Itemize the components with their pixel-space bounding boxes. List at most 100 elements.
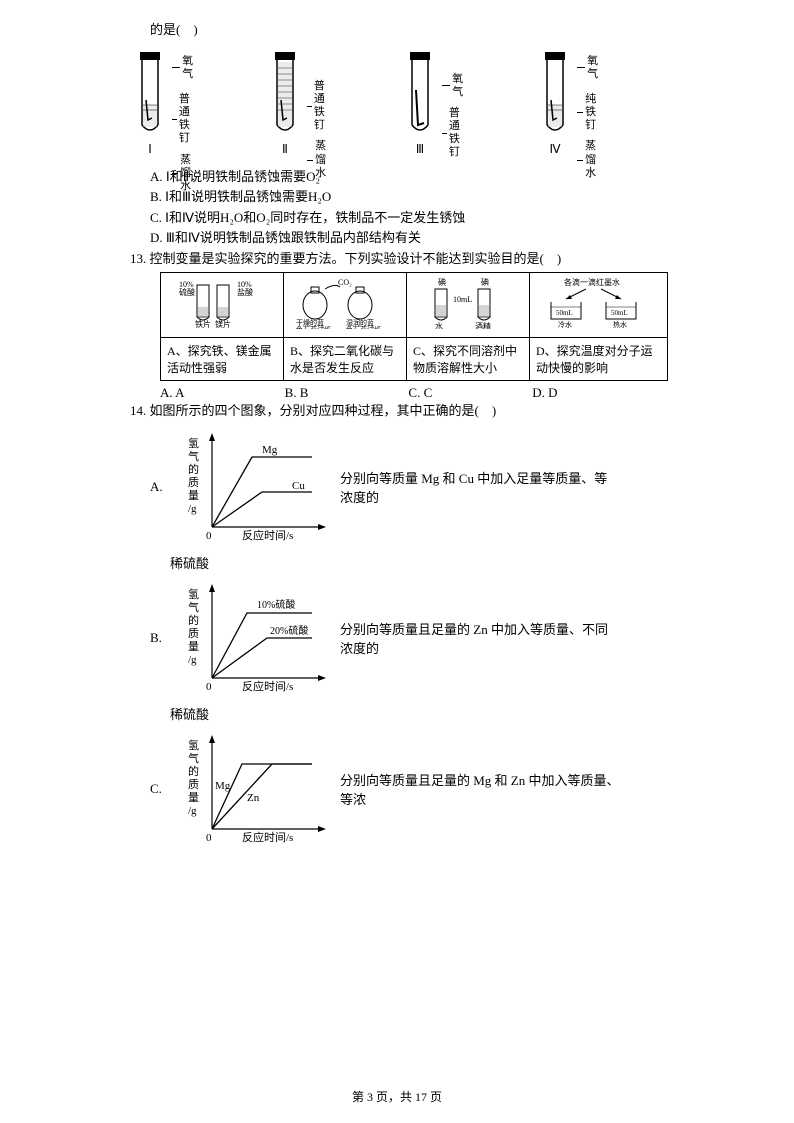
svg-text:量: 量 bbox=[188, 791, 199, 804]
svg-text:量: 量 bbox=[188, 640, 199, 653]
q14-b-svg: 氢气 的质 量/g 0 反应时间/s 10%硫酸 20%硫酸 bbox=[182, 578, 332, 698]
svg-text:/g: /g bbox=[188, 805, 197, 817]
svg-text:碘: 碘 bbox=[481, 277, 489, 287]
q12-options: A. Ⅰ和Ⅱ说明铁制品锈蚀需要O₂ B. Ⅰ和Ⅲ说明铁制品锈蚀需要H₂O C. … bbox=[150, 167, 694, 248]
svg-text:气: 气 bbox=[188, 600, 199, 614]
svg-text:冷水: 冷水 bbox=[558, 320, 572, 329]
svg-text:Mg: Mg bbox=[215, 780, 231, 792]
q13-line: 13. 控制变量是实验探究的重要方法。下列实验设计不能达到实验目的是( ) bbox=[130, 249, 694, 269]
svg-text:的: 的 bbox=[188, 764, 199, 778]
q13-cell-c-img: 碘 碘 10mL 水 酒精 bbox=[407, 273, 530, 338]
svg-text:的: 的 bbox=[188, 613, 199, 627]
q14-num: 14. bbox=[130, 401, 146, 421]
q13-cell-b-img: CO₂ 干燥的蓝色石蕊试纸 湿润的蓝色石蕊试纸 bbox=[284, 273, 407, 338]
svg-text:反应时间/s: 反应时间/s bbox=[242, 679, 293, 693]
q12-fragment: 的是( ) bbox=[150, 20, 694, 40]
tube-1-labels: 氧气 普通铁钉 蒸馏水 bbox=[172, 55, 197, 202]
tube-4-labels: 氧气 纯铁钉 蒸馏水 bbox=[577, 55, 602, 189]
q14-a-svg: 氢气 的质 量/g 0 反应时间/s Mg Cu bbox=[182, 427, 332, 547]
q13-cell-d-img: 各滴一滴红墨水 50mL 冷水 50mL 热水 bbox=[530, 273, 668, 338]
q13-ans-a: A. A bbox=[160, 385, 185, 401]
q14-graph-c: C. 氢气 的质 量/g 0 反应时间/s Mg Zn 分别向等质量且足量的 M… bbox=[130, 729, 694, 849]
q14-c-desc: 分别向等质量且足量的 Mg 和 Zn 中加入等质量、等浓 bbox=[340, 770, 620, 808]
q12-opt-d: D. Ⅲ和Ⅳ说明铁制品锈蚀跟铁制品内部结构有关 bbox=[150, 228, 694, 248]
svg-text:质: 质 bbox=[188, 476, 199, 489]
svg-text:氢: 氢 bbox=[188, 738, 199, 752]
q14-line: 14. 如图所示的四个图象，分别对应四种过程，其中正确的是( ) bbox=[130, 401, 694, 421]
tube-4-label-2: 蒸馏水 bbox=[585, 140, 602, 180]
q13-text: 控制变量是实验探究的重要方法。下列实验设计不能达到实验目的是( ) bbox=[150, 251, 562, 266]
svg-text:水: 水 bbox=[435, 321, 443, 329]
tube-4-label-0: 氧气 bbox=[587, 55, 602, 81]
tube-2-roman: Ⅱ bbox=[282, 142, 288, 157]
q12-opt-c-text: Ⅰ和Ⅳ说明H₂O和O₂同时存在，铁制品不一定发生锈蚀 bbox=[165, 210, 465, 225]
q13-answers: A. A B. B C. C D. D bbox=[160, 385, 694, 401]
svg-text:10mL: 10mL bbox=[453, 295, 472, 304]
q13-cell-d-text: D、探究温度对分子运动快慢的影响 bbox=[530, 338, 668, 381]
tube-1-svg bbox=[130, 50, 170, 140]
svg-text:0: 0 bbox=[206, 832, 212, 844]
q14-a-desc: 分别向等质量 Mg 和 Cu 中加入足量等质量、等浓度的 bbox=[340, 468, 620, 506]
q12-opt-b: B. Ⅰ和Ⅲ说明铁制品锈蚀需要H₂O bbox=[150, 187, 694, 207]
q14-graph-b: B. 氢气 的质 量/g 0 反应时间/s 10%硫酸 20%硫酸 分别向等质量… bbox=[130, 578, 694, 698]
svg-text:氢: 氢 bbox=[188, 587, 199, 601]
tube-2-labels: - 普通铁钉 蒸馏水 bbox=[307, 55, 332, 189]
tube-3-svg bbox=[400, 50, 440, 140]
svg-text:0: 0 bbox=[206, 681, 212, 693]
svg-text:质: 质 bbox=[188, 627, 199, 640]
q14-a-cont: 稀硫酸 bbox=[170, 553, 694, 572]
svg-text:氢: 氢 bbox=[188, 436, 199, 450]
svg-text:盐酸: 盐酸 bbox=[237, 287, 253, 297]
svg-text:Zn: Zn bbox=[247, 792, 260, 804]
tube-4-svg bbox=[535, 50, 575, 140]
svg-text:热水: 热水 bbox=[613, 320, 627, 329]
svg-text:镁片: 镁片 bbox=[215, 319, 231, 329]
q14-b-letter: B. bbox=[150, 630, 174, 646]
tube-4-roman: Ⅳ bbox=[549, 142, 560, 157]
tube-2: - 普通铁钉 蒸馏水 Ⅱ bbox=[265, 50, 305, 157]
tube-3-labels: 氧气 普通铁钉 bbox=[442, 55, 467, 168]
svg-text:酒精: 酒精 bbox=[475, 321, 491, 329]
tube-3-label-1: 普通铁钉 bbox=[449, 107, 467, 160]
svg-text:硫酸: 硫酸 bbox=[179, 287, 195, 297]
q13-cell-a-img: 10%硫酸 10%盐酸 铁片镁片 bbox=[161, 273, 284, 338]
svg-text:10%硫酸: 10%硫酸 bbox=[257, 598, 295, 611]
q13-ans-b: B. B bbox=[285, 385, 309, 401]
tube-3: 氧气 普通铁钉 Ⅲ bbox=[400, 50, 440, 157]
svg-text:50mL: 50mL bbox=[611, 309, 628, 317]
tubes-row: 氧气 普通铁钉 蒸馏水 Ⅰ - 普通铁钉 蒸馏水 Ⅱ bbox=[130, 50, 694, 157]
q13-cell-a-text: A、探究铁、镁金属活动性强弱 bbox=[161, 338, 284, 381]
tube-4: 氧气 纯铁钉 蒸馏水 Ⅳ bbox=[535, 50, 575, 157]
q12-opt-a: A. Ⅰ和Ⅱ说明铁制品锈蚀需要O₂ bbox=[150, 167, 694, 187]
svg-text:Cu: Cu bbox=[292, 480, 305, 492]
svg-text:50mL: 50mL bbox=[556, 309, 573, 317]
q13-ans-c: C. C bbox=[408, 385, 432, 401]
svg-text:各滴一滴红墨水: 各滴一滴红墨水 bbox=[564, 277, 620, 287]
q13-cell-b-text: B、探究二氧化碳与水是否发生反应 bbox=[284, 338, 407, 381]
svg-text:Mg: Mg bbox=[262, 444, 278, 456]
svg-text:/g: /g bbox=[188, 654, 197, 666]
q14-a-letter: A. bbox=[150, 479, 174, 495]
q13-cell-c-text: C、探究不同溶剂中物质溶解性大小 bbox=[407, 338, 530, 381]
q14-b-desc: 分别向等质量且足量的 Zn 中加入等质量、不同浓度的 bbox=[340, 619, 620, 657]
svg-text:0: 0 bbox=[206, 530, 212, 542]
svg-text:气: 气 bbox=[188, 449, 199, 463]
svg-text:量: 量 bbox=[188, 489, 199, 502]
tube-3-label-0: 氧气 bbox=[452, 73, 467, 99]
tube-2-svg bbox=[265, 50, 305, 140]
svg-text:气: 气 bbox=[188, 751, 199, 765]
svg-text:反应时间/s: 反应时间/s bbox=[242, 528, 293, 542]
tube-1-label-0: 氧气 bbox=[182, 55, 197, 81]
q13-ans-d: D. D bbox=[532, 385, 557, 401]
svg-text:质: 质 bbox=[188, 778, 199, 791]
q14-c-letter: C. bbox=[150, 781, 174, 797]
svg-text:碘: 碘 bbox=[438, 277, 446, 287]
q12-opt-d-text: Ⅲ和Ⅳ说明铁制品锈蚀跟铁制品内部结构有关 bbox=[166, 230, 421, 245]
page-footer: 第 3 页，共 17 页 bbox=[0, 1088, 794, 1105]
svg-text:铁片: 铁片 bbox=[195, 319, 211, 329]
q14-b-cont: 稀硫酸 bbox=[170, 704, 694, 723]
svg-text:CO₂: CO₂ bbox=[338, 278, 352, 287]
tube-1-label-2: 蒸馏水 bbox=[180, 154, 197, 194]
q14-text: 如图所示的四个图象，分别对应四种过程，其中正确的是( ) bbox=[150, 403, 497, 418]
tube-1: 氧气 普通铁钉 蒸馏水 Ⅰ bbox=[130, 50, 170, 157]
